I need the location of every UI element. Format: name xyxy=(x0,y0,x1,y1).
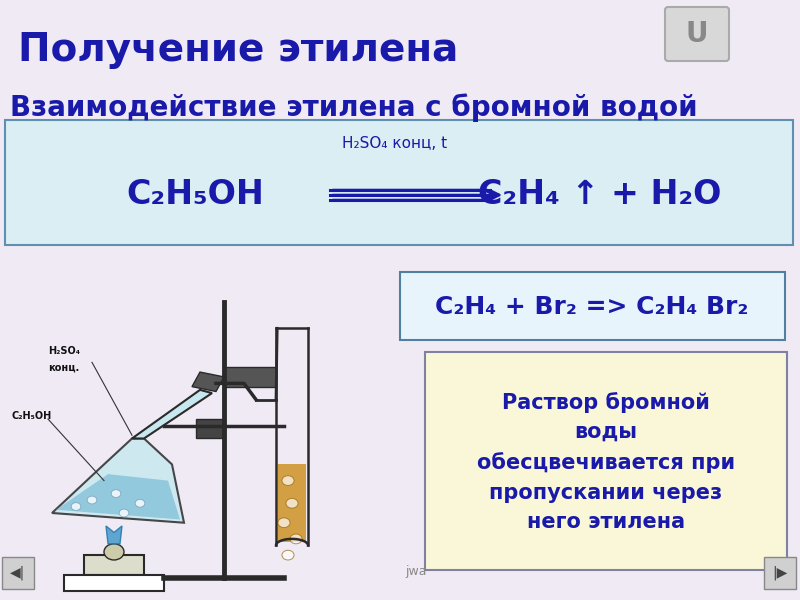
Text: U: U xyxy=(686,20,708,48)
Text: H₂SO₄ конц, t: H₂SO₄ конц, t xyxy=(342,136,447,151)
Text: H₂SO₄: H₂SO₄ xyxy=(48,346,80,356)
Text: Взаимодействие этилена с бромной водой: Взаимодействие этилена с бромной водой xyxy=(10,94,698,122)
FancyBboxPatch shape xyxy=(764,557,796,589)
Circle shape xyxy=(282,476,294,485)
Circle shape xyxy=(71,503,81,511)
Polygon shape xyxy=(84,555,144,575)
Circle shape xyxy=(104,544,124,560)
Circle shape xyxy=(87,496,97,504)
Text: jwa: jwa xyxy=(405,565,426,578)
Polygon shape xyxy=(132,390,212,439)
Polygon shape xyxy=(278,464,306,542)
Circle shape xyxy=(111,490,121,497)
Polygon shape xyxy=(64,575,164,591)
Text: C₂H₅OH: C₂H₅OH xyxy=(126,179,264,211)
Text: |▶: |▶ xyxy=(772,566,788,580)
Circle shape xyxy=(282,550,294,560)
FancyBboxPatch shape xyxy=(400,272,785,340)
FancyBboxPatch shape xyxy=(5,120,793,245)
Text: C₂H₅OH: C₂H₅OH xyxy=(12,411,52,421)
FancyBboxPatch shape xyxy=(665,7,729,61)
Text: Получение этилена: Получение этилена xyxy=(18,31,458,69)
Text: C₂H₄ + Br₂ => C₂H₄ Br₂: C₂H₄ + Br₂ => C₂H₄ Br₂ xyxy=(435,295,749,319)
Polygon shape xyxy=(192,372,224,391)
Polygon shape xyxy=(224,367,276,386)
Circle shape xyxy=(278,518,290,527)
FancyBboxPatch shape xyxy=(2,557,34,589)
Circle shape xyxy=(135,499,145,507)
Circle shape xyxy=(286,499,298,508)
Circle shape xyxy=(119,509,129,517)
Polygon shape xyxy=(106,526,122,544)
Text: C₂H₄ ↑ + H₂O: C₂H₄ ↑ + H₂O xyxy=(478,179,722,211)
Text: Раствор бромной
воды
обесцвечивается при
пропускании через
него этилена: Раствор бромной воды обесцвечивается при… xyxy=(477,392,735,532)
Circle shape xyxy=(290,534,302,544)
Text: ◀|: ◀| xyxy=(10,566,26,580)
Polygon shape xyxy=(52,439,184,523)
Text: конц.: конц. xyxy=(48,362,80,372)
Polygon shape xyxy=(56,474,180,520)
Polygon shape xyxy=(196,419,224,439)
FancyBboxPatch shape xyxy=(425,352,787,570)
